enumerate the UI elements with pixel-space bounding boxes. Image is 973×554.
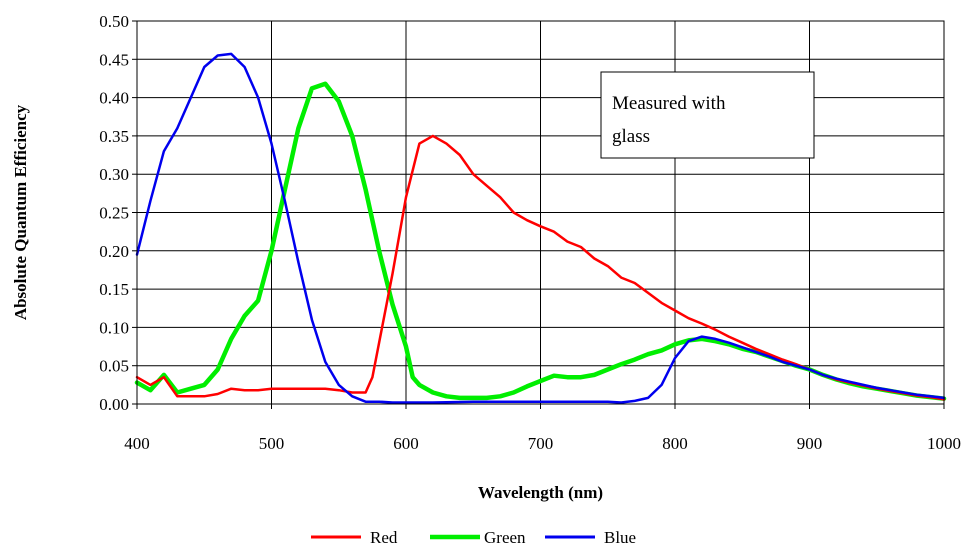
y-tick-label: 0.20	[99, 242, 129, 261]
x-tick-label: 800	[662, 434, 688, 453]
y-tick-label: 0.50	[99, 12, 129, 31]
y-tick-label: 0.00	[99, 395, 129, 414]
legend-label-blue: Blue	[604, 528, 636, 547]
x-tick-label: 900	[797, 434, 823, 453]
x-tick-label: 400	[124, 434, 150, 453]
legend: Red Green Blue	[311, 528, 636, 547]
y-axis-title: Absolute Quantum Efficiency	[11, 104, 30, 320]
x-tick-label: 500	[259, 434, 285, 453]
y-tick-label: 0.40	[99, 89, 129, 108]
annotation-line-1: Measured with	[612, 93, 726, 114]
legend-label-red: Red	[370, 528, 398, 547]
y-tick-label: 0.35	[99, 127, 129, 146]
y-tick-label: 0.05	[99, 357, 129, 376]
y-tick-label: 0.15	[99, 280, 129, 299]
x-tick-label: 600	[393, 434, 419, 453]
y-tick-label: 0.45	[99, 50, 129, 69]
annotation-box: Measured with glass	[600, 71, 815, 159]
legend-label-green: Green	[484, 528, 526, 547]
y-tick-label: 0.30	[99, 165, 129, 184]
x-axis-ticks: 400 500 600 700 800 900 1000	[124, 404, 961, 453]
x-tick-label: 1000	[927, 434, 961, 453]
series-lines	[134, 52, 947, 404]
grid	[136, 20, 945, 405]
annotation-line-2: glass	[612, 126, 650, 147]
series-line-blue	[135, 52, 946, 404]
y-tick-label: 0.25	[99, 204, 129, 223]
x-tick-label: 700	[528, 434, 554, 453]
y-tick-label: 0.10	[99, 318, 129, 337]
annotation-frame	[600, 71, 815, 159]
y-axis-ticks: 0.00 0.05 0.10 0.15 0.20 0.25 0.30 0.35 0.40 0.45…	[99, 12, 137, 414]
x-axis-title: Wavelength (nm)	[478, 483, 603, 502]
